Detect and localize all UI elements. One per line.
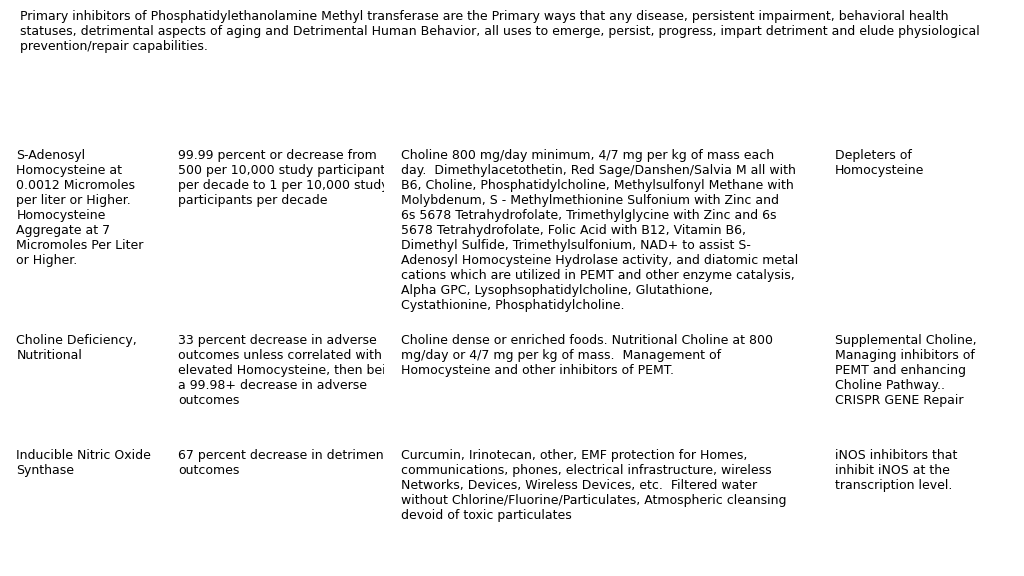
Text: Choline dense or enriched foods. Nutritional Choline at 800
mg/day or 4/7 mg per: Choline dense or enriched foods. Nutriti… <box>401 334 773 377</box>
Text: Depleters of
Homocysteine: Depleters of Homocysteine <box>836 149 925 176</box>
Text: Primary inhibitors of Phosphatidylethanolamine Methyl transferase are the Primar: Primary inhibitors of Phosphatidylethano… <box>20 10 980 53</box>
Text: Choline 800 mg/day minimum, 4/7 mg per kg of mass each
day.  Dimethylacetothetin: Choline 800 mg/day minimum, 4/7 mg per k… <box>401 149 799 312</box>
Text: 67 percent decrease in detrimental
outcomes: 67 percent decrease in detrimental outco… <box>178 449 400 477</box>
Text: Inducible Nitric Oxide
Synthase: Inducible Nitric Oxide Synthase <box>16 449 152 477</box>
Text: iNOS inhibitors that
inhibit iNOS at the
transcription level.: iNOS inhibitors that inhibit iNOS at the… <box>836 449 957 492</box>
Text: Natural management: Natural management <box>406 85 564 98</box>
Text: Decrease in Disease,
impairment, adverse health
events and adverse behavior: Decrease in Disease, impairment, adverse… <box>180 85 398 128</box>
Text: Supplemental Choline,
Managing inhibitors of
PEMT and enhancing
Choline Pathway.: Supplemental Choline, Managing inhibitor… <box>836 334 977 407</box>
Text: Choline Deficiency,
Nutritional: Choline Deficiency, Nutritional <box>16 334 137 362</box>
Text: Pharmacological
Management: Pharmacological Management <box>837 85 962 113</box>
Text: Curcumin, Irinotecan, other, EMF protection for Homes,
communications, phones, e: Curcumin, Irinotecan, other, EMF protect… <box>401 449 786 522</box>
Text: S-Adenosyl
Homocysteine at
0.0012 Micromoles
per liter or Higher.
Homocysteine
A: S-Adenosyl Homocysteine at 0.0012 Microm… <box>16 149 143 267</box>
Text: 99.99 percent or decrease from
500 per 10,000 study participants
per decade to 1: 99.99 percent or decrease from 500 per 1… <box>178 149 392 207</box>
Text: 33 percent decrease in adverse
outcomes unless correlated with
elevated Homocyst: 33 percent decrease in adverse outcomes … <box>178 334 401 407</box>
Text: PEMT impairing
Factor: PEMT impairing Factor <box>18 85 135 113</box>
